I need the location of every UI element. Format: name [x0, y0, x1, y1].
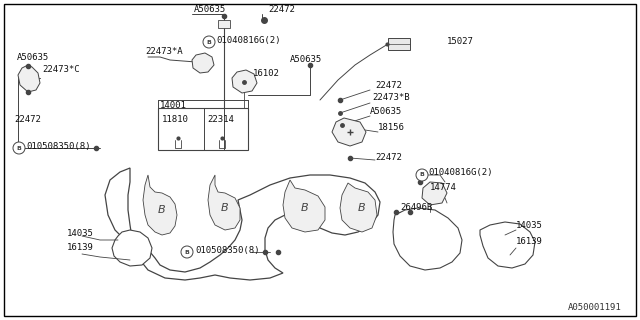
Bar	[388, 38, 410, 50]
Text: 11810: 11810	[162, 116, 189, 124]
PathPatch shape	[143, 175, 177, 235]
Text: 22314: 22314	[207, 116, 234, 124]
PathPatch shape	[340, 183, 377, 232]
Text: A50635: A50635	[194, 5, 227, 14]
Circle shape	[181, 246, 193, 258]
Text: 01040816G(2): 01040816G(2)	[428, 169, 493, 178]
PathPatch shape	[192, 53, 214, 73]
Text: 22472: 22472	[375, 82, 402, 91]
Text: 14035: 14035	[67, 228, 94, 237]
Bar	[158, 108, 248, 150]
Text: 010508350(8): 010508350(8)	[26, 141, 90, 150]
Circle shape	[416, 169, 428, 181]
Text: 22472: 22472	[375, 153, 402, 162]
Text: 16139: 16139	[516, 237, 543, 246]
Text: 26496B: 26496B	[400, 204, 432, 212]
PathPatch shape	[18, 65, 40, 92]
Text: B: B	[184, 250, 189, 254]
Text: A050001191: A050001191	[568, 303, 622, 312]
PathPatch shape	[218, 20, 230, 28]
PathPatch shape	[208, 175, 240, 230]
PathPatch shape	[393, 208, 462, 270]
Circle shape	[13, 142, 25, 154]
Text: B: B	[221, 203, 229, 213]
Text: B: B	[358, 203, 366, 213]
Text: 18156: 18156	[378, 124, 405, 132]
Circle shape	[203, 36, 215, 48]
Text: 16139: 16139	[67, 244, 94, 252]
Text: 22473*A: 22473*A	[145, 47, 182, 57]
PathPatch shape	[105, 168, 380, 280]
Text: A50635: A50635	[370, 107, 403, 116]
PathPatch shape	[422, 182, 447, 205]
PathPatch shape	[480, 222, 535, 268]
Text: 22473*C: 22473*C	[42, 66, 79, 75]
Text: B: B	[207, 39, 211, 44]
Text: 14001: 14001	[160, 100, 187, 109]
Text: 22473*B: 22473*B	[372, 93, 410, 102]
PathPatch shape	[112, 230, 152, 266]
Text: B: B	[158, 205, 166, 215]
PathPatch shape	[232, 70, 257, 93]
Text: B: B	[17, 146, 21, 150]
Text: B: B	[301, 203, 309, 213]
PathPatch shape	[332, 118, 366, 146]
Text: 16102: 16102	[253, 69, 280, 78]
Text: 14035: 14035	[516, 221, 543, 230]
Text: B: B	[420, 172, 424, 178]
Text: 01040816G(2): 01040816G(2)	[216, 36, 280, 44]
Text: 15027: 15027	[447, 37, 474, 46]
Text: 22472: 22472	[14, 116, 41, 124]
Text: A50635: A50635	[290, 55, 323, 65]
Text: 14774: 14774	[430, 182, 457, 191]
PathPatch shape	[283, 180, 325, 232]
Text: 22472: 22472	[268, 5, 295, 14]
Text: 010508350(8): 010508350(8)	[195, 245, 259, 254]
Text: A50635: A50635	[17, 53, 49, 62]
